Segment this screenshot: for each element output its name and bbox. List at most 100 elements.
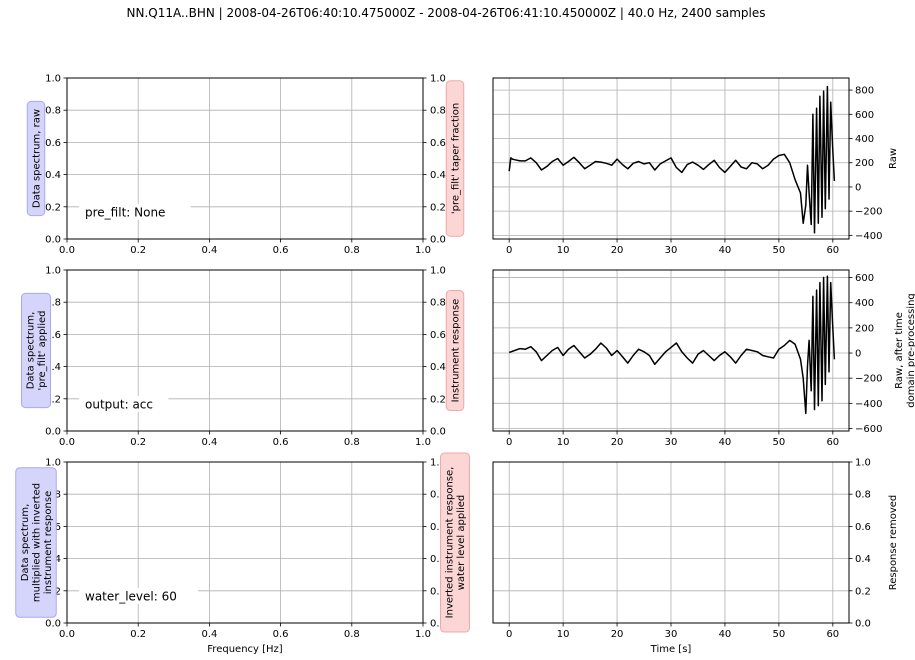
y-tick-label: 0.8: [855, 490, 871, 501]
y-axis-label-line: Response removed: [888, 495, 899, 591]
right-ylabel-line: Inverted instrument response,: [445, 467, 456, 619]
y2-tick-label: 0.2: [430, 394, 446, 405]
axes-frame: [66, 77, 424, 240]
waveform-trace: [508, 275, 836, 415]
x-tick-label: 0.2: [130, 629, 146, 640]
x-tick-label: 50: [773, 629, 786, 640]
y-tick-label: 0.2: [45, 394, 61, 405]
x-tick-label: 1.0: [415, 437, 431, 448]
x-tick-label: 20: [611, 245, 624, 256]
x-tick-label: 1.0: [415, 245, 431, 256]
y-tick-label: 0.6: [45, 330, 61, 341]
x-tick-label: 0.4: [201, 437, 217, 448]
left-ylabel-box: [21, 292, 51, 409]
y2-tick-label: 0.4: [430, 170, 446, 181]
y2-tick-label: 0.6: [430, 522, 446, 533]
x-tick-label: 0: [506, 437, 512, 448]
left-ylabel-line: multiplied with inverted: [31, 483, 42, 602]
freq-panel-1: 0.00.0 0.00.20.2 0.20.40.4 0.40.60.6 0.60.80…: [26, 74, 465, 256]
right-ylabel-box: [440, 452, 470, 633]
x-tick-label: 10: [557, 629, 570, 640]
left-ylabel-line: Data spectrum,: [26, 312, 37, 390]
y2-tick-label: 1.0: [430, 266, 446, 277]
left-ylabel-line: Data spectrum, raw: [31, 109, 42, 208]
y2-tick-label: 0.6: [430, 330, 446, 341]
x-tick-label: 10: [557, 245, 570, 256]
y-tick-label: 400: [855, 134, 874, 145]
y2-tick-label: 0.0: [430, 427, 446, 438]
right-ylabel: Instrument response: [445, 289, 465, 412]
x-tick-label: 50: [773, 245, 786, 256]
y-tick-label: 0: [855, 182, 861, 193]
y2-tick-label: 0.8: [430, 490, 446, 501]
y-tick-label: 0.6: [855, 522, 871, 533]
x-axis-label: Time [s]: [650, 644, 692, 655]
right-ylabel-line: 'pre_filt' taper fraction: [450, 103, 461, 214]
x-tick-label: 0.0: [59, 629, 75, 640]
right-ylabel-line: Instrument response: [450, 299, 461, 403]
y-axis-label: Raw: [888, 148, 899, 169]
y-tick-label: 1.0: [855, 458, 871, 469]
x-tick-label: 0.0: [59, 245, 75, 256]
y-tick-label: 1.0: [45, 266, 61, 277]
y-tick-label: 0: [855, 349, 861, 360]
y2-tick-label: 0.8: [430, 106, 446, 117]
y2-tick-label: 0.4: [430, 362, 446, 373]
annotation-backing: [79, 203, 191, 220]
axes-frame: [492, 269, 850, 432]
annotation-backing: [79, 587, 198, 604]
annotation-text: water_level: 60: [85, 589, 177, 603]
left-ylabel: Data spectrum, multiplied with inverted in…: [15, 467, 57, 618]
right-ylabel-box: [445, 289, 465, 412]
right-ylabel-box: [445, 80, 465, 237]
y-axis-label-line: domain pre-processing: [906, 293, 915, 408]
left-ylabel-box: [26, 100, 46, 217]
axes-frame: [492, 77, 850, 240]
x-tick-label: 20: [611, 437, 624, 448]
y2-tick-label: 1.0: [430, 458, 446, 469]
left-ylabel: Data spectrum,'pre_filt' applied: [21, 292, 51, 409]
y-tick-label: 0.0: [45, 235, 61, 246]
left-ylabel-box: [15, 467, 57, 618]
y2-tick-label: 1.0: [430, 74, 446, 85]
x-tick-label: 10: [557, 437, 570, 448]
right-ylabel: Inverted instrument response, water level…: [440, 452, 470, 633]
y-tick-label: 800: [855, 86, 874, 97]
time-panel-1: 0 10 20 30 40 50 60 −400 −200 0 200 400 600 800 Raw: [492, 77, 899, 256]
annotation-backing: [79, 395, 169, 412]
y2-tick-label: 0.2: [430, 586, 446, 597]
x-tick-label: 0.4: [201, 245, 217, 256]
y-tick-label: 0.8: [45, 106, 61, 117]
x-tick-label: 0.0: [59, 437, 75, 448]
x-tick-label: 40: [719, 629, 732, 640]
y-tick-label: 200: [855, 323, 874, 334]
y2-tick-label: 0.2: [430, 202, 446, 213]
left-ylabel-line: instrument response: [43, 491, 54, 594]
left-ylabel: Data spectrum, raw: [26, 100, 46, 217]
axes-frame: [66, 269, 424, 432]
y-tick-label: 0.4: [855, 554, 871, 565]
x-tick-label: 0.8: [344, 245, 360, 256]
y-tick-label: 1.0: [45, 74, 61, 85]
y-tick-label: 600: [855, 273, 874, 284]
y-tick-label: 0.4: [45, 170, 61, 181]
x-axis-label: Frequency [Hz]: [207, 644, 283, 655]
time-panel-3: 0 10 20 30 40 50 60 0.0 0.2 0.4 0.6 0.8 1.0 Response …: [492, 458, 899, 655]
x-tick-label: 0.8: [344, 629, 360, 640]
y-tick-label: 400: [855, 298, 874, 309]
x-tick-label: 40: [719, 437, 732, 448]
y-tick-label: 0.0: [45, 619, 61, 630]
x-tick-label: 30: [665, 245, 678, 256]
x-tick-label: 20: [611, 629, 624, 640]
y-tick-label: 0.0: [855, 619, 871, 630]
frequency-panels: 0.00.0 0.00.20.2 0.20.40.4 0.40.60.6 0.60.80…: [15, 74, 470, 655]
y-tick-label: −200: [855, 374, 882, 385]
y-tick-label: 0.2: [45, 202, 61, 213]
y-axis-label-line: Raw: [888, 148, 899, 169]
y-tick-label: 0.6: [45, 138, 61, 149]
x-tick-label: 0: [506, 245, 512, 256]
x-tick-label: 60: [826, 245, 839, 256]
